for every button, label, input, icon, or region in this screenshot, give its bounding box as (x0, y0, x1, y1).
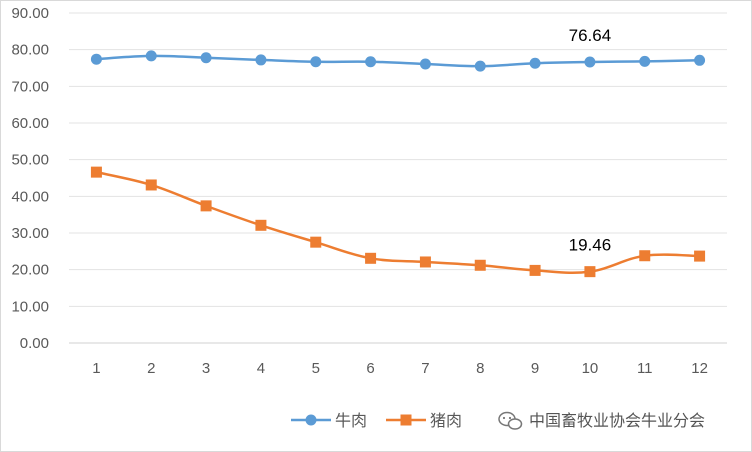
data-point (90, 53, 102, 65)
y-tick-label: 70.00 (11, 78, 49, 95)
data-label: 19.46 (569, 236, 612, 255)
data-point (365, 252, 377, 264)
x-tick-label: 3 (202, 360, 210, 377)
data-point (584, 266, 596, 278)
series-line (96, 170, 700, 274)
data-point (419, 256, 431, 268)
data-point (529, 57, 541, 69)
data-point (584, 56, 596, 68)
data-point (255, 219, 267, 231)
y-tick-label: 10.00 (11, 298, 49, 315)
y-tick-label: 0.00 (20, 335, 49, 352)
x-tick-label: 5 (312, 360, 320, 377)
x-tick-label: 7 (421, 360, 429, 377)
data-point (200, 52, 212, 64)
legend: 牛肉 猪肉 (291, 412, 462, 430)
x-tick-label: 2 (147, 360, 155, 377)
x-tick-label: 8 (476, 360, 484, 377)
series-1 (90, 50, 706, 72)
data-point (474, 259, 486, 271)
x-tick-label: 9 (531, 360, 539, 377)
x-tick-label: 10 (582, 360, 599, 377)
data-point (145, 50, 157, 62)
y-axis-ticks: 0.00 10.00 20.00 30.00 40.00 50.00 60.00 70.00 8… (11, 5, 49, 352)
y-tick-label: 20.00 (11, 262, 49, 279)
x-tick-label: 4 (257, 360, 265, 377)
legend-item: 猪肉 (386, 412, 462, 430)
legend-item: 牛肉 (291, 412, 367, 430)
x-tick-label: 12 (691, 360, 708, 377)
y-tick-label: 60.00 (11, 115, 49, 132)
data-label: 76.64 (569, 26, 612, 45)
series-layer (90, 50, 706, 278)
data-point (529, 264, 541, 276)
grid-lines (69, 12, 727, 344)
y-tick-label: 90.00 (11, 5, 49, 22)
data-point (694, 54, 706, 66)
legend-marker (305, 414, 317, 426)
legend-label: 猪肉 (430, 412, 462, 430)
data-point (310, 236, 322, 248)
data-point (419, 58, 431, 70)
data-point (90, 166, 102, 178)
series-line (96, 54, 700, 68)
watermark-text: 中国畜牧业协会牛业分会 (529, 412, 705, 430)
data-point (365, 56, 377, 68)
data-point (639, 250, 651, 262)
x-tick-label: 1 (92, 360, 100, 377)
wechat-icon (498, 411, 523, 430)
data-point (145, 179, 157, 191)
legend-marker (400, 414, 412, 426)
legend-label: 牛肉 (335, 412, 367, 430)
data-labels: 76.64 19.46 (569, 26, 612, 255)
x-axis-ticks: 1 2 3 4 5 6 7 8 9 10 11 12 (92, 360, 708, 377)
y-tick-label: 30.00 (11, 225, 49, 242)
y-tick-label: 80.00 (11, 42, 49, 59)
data-point (639, 55, 651, 67)
data-point (474, 60, 486, 72)
x-tick-label: 6 (366, 360, 374, 377)
data-point (255, 54, 267, 66)
y-tick-label: 40.00 (11, 188, 49, 205)
data-point (694, 250, 706, 262)
y-tick-label: 50.00 (11, 152, 49, 169)
series-2 (90, 166, 706, 278)
data-point (200, 200, 212, 212)
x-tick-label: 11 (637, 360, 653, 377)
watermark: 中国畜牧业协会牛业分会 (498, 411, 705, 430)
data-point (310, 56, 322, 68)
